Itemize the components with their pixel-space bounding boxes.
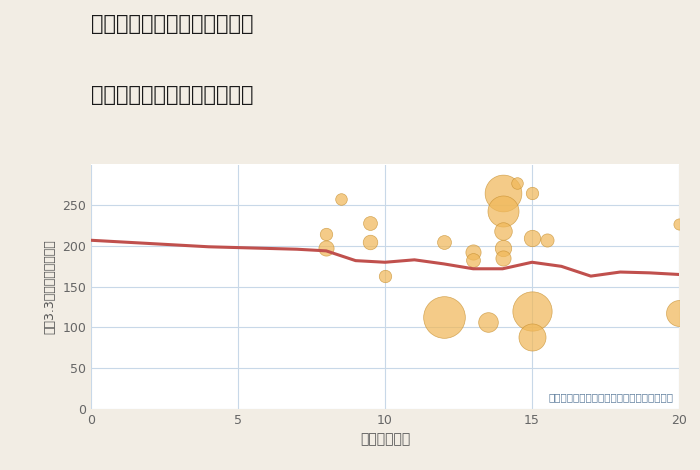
- Point: [526, 189, 538, 197]
- Point: [365, 238, 376, 246]
- Point: [497, 189, 508, 197]
- Point: [438, 238, 449, 246]
- Point: [673, 220, 685, 228]
- Point: [379, 272, 391, 280]
- Point: [497, 227, 508, 235]
- Point: [673, 309, 685, 316]
- Point: [321, 245, 332, 252]
- Point: [512, 180, 523, 187]
- Point: [526, 333, 538, 341]
- Point: [365, 219, 376, 227]
- X-axis label: 駅距離（分）: 駅距離（分）: [360, 432, 410, 446]
- Text: 神奈川県横浜市中区滝之上の: 神奈川県横浜市中区滝之上の: [91, 14, 253, 34]
- Point: [468, 256, 479, 264]
- Point: [468, 248, 479, 255]
- Point: [335, 195, 346, 203]
- Point: [497, 254, 508, 262]
- Point: [541, 236, 552, 244]
- Point: [526, 234, 538, 242]
- Point: [438, 313, 449, 321]
- Point: [497, 207, 508, 215]
- Point: [526, 307, 538, 315]
- Point: [321, 230, 332, 237]
- Text: 円の大きさは、取引のあった物件面積を示す: 円の大きさは、取引のあった物件面積を示す: [548, 392, 673, 402]
- Point: [482, 318, 493, 326]
- Y-axis label: 坪（3.3㎡）単価（万円）: 坪（3.3㎡）単価（万円）: [43, 239, 57, 334]
- Point: [497, 245, 508, 252]
- Text: 駅距離別中古マンション価格: 駅距離別中古マンション価格: [91, 85, 253, 105]
